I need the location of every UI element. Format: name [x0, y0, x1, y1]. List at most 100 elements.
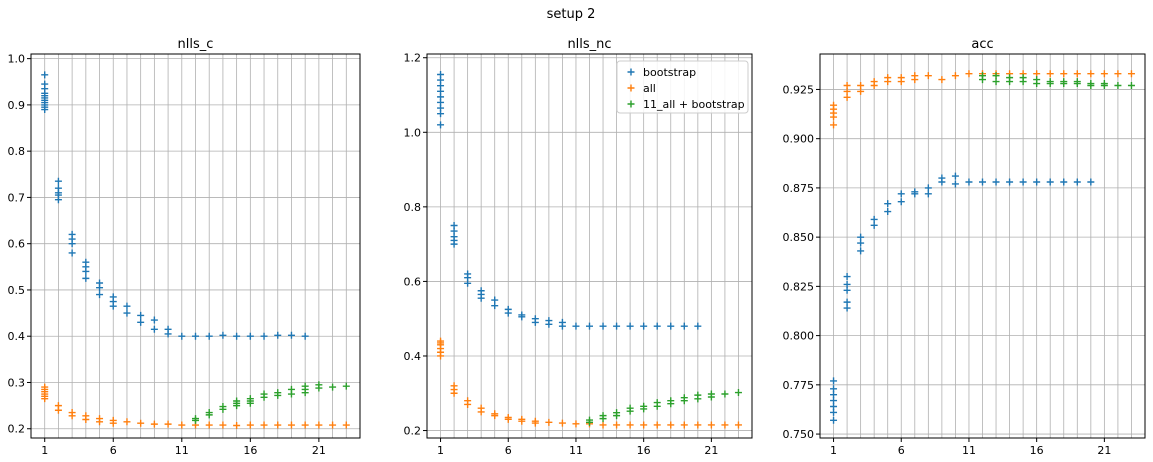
data-point — [857, 87, 865, 95]
data-point — [192, 416, 199, 424]
series-11-all-bootstrap — [586, 389, 742, 426]
data-point — [464, 400, 472, 408]
data-point — [599, 421, 607, 429]
data-point — [150, 316, 158, 324]
data-point — [830, 402, 838, 410]
panel-acc: 1 6 11 16 210.7500.7750.8000.8250.8500.8750.… — [783, 37, 1146, 457]
series-bootstrap — [437, 71, 702, 330]
data-point — [992, 178, 1000, 186]
panel-nlls_c: 1 6 11 16 210.20.30.40.50.60.70.80.91.0nlls_… — [8, 37, 361, 457]
data-point — [965, 70, 973, 78]
data-point — [219, 331, 227, 339]
data-point — [205, 421, 213, 429]
data-point — [545, 418, 553, 426]
data-point — [830, 416, 838, 424]
data-point — [884, 208, 892, 216]
x-tick-label: 11 — [569, 444, 583, 457]
data-point — [545, 320, 553, 328]
data-point — [626, 407, 634, 415]
panel-title: nlls_c — [178, 37, 214, 52]
data-point — [911, 190, 919, 198]
data-point — [884, 200, 892, 208]
data-point — [96, 291, 104, 299]
data-point — [843, 298, 851, 306]
data-point — [1019, 78, 1027, 86]
data-point — [558, 322, 566, 330]
data-point — [1060, 178, 1068, 186]
data-point — [951, 72, 959, 80]
data-point — [613, 421, 621, 429]
legend-marker — [627, 84, 635, 92]
data-point — [82, 274, 90, 282]
data-point — [315, 421, 323, 429]
data-point — [897, 190, 905, 198]
x-tick-label: 11 — [175, 444, 189, 457]
data-point — [830, 377, 838, 385]
data-point — [41, 106, 49, 114]
data-point — [219, 421, 227, 429]
x-tick-label: 21 — [704, 444, 718, 457]
y-tick-label: 0.9 — [8, 99, 26, 112]
data-point — [477, 294, 485, 302]
x-tick-label: 6 — [110, 444, 117, 457]
data-point — [951, 180, 959, 188]
data-point — [870, 215, 878, 223]
data-point — [477, 408, 485, 416]
data-point — [164, 330, 172, 338]
data-point — [54, 177, 62, 185]
series-11-all-bootstrap — [192, 381, 350, 424]
data-point — [1087, 82, 1095, 90]
data-point — [924, 190, 932, 198]
data-point — [694, 395, 702, 403]
panel-title: nlls_nc — [567, 37, 611, 52]
data-point — [830, 397, 838, 405]
data-point — [830, 408, 838, 416]
data-point — [897, 198, 905, 206]
data-point — [680, 322, 688, 330]
data-point — [830, 113, 838, 121]
data-point — [1019, 178, 1027, 186]
x-tick-label: 1 — [437, 444, 444, 457]
data-point — [137, 419, 145, 427]
data-point — [518, 313, 526, 321]
data-point — [1100, 82, 1108, 90]
y-tick-label: 0.4 — [404, 350, 422, 363]
data-point — [870, 221, 878, 229]
data-point — [857, 247, 865, 255]
data-point — [301, 389, 309, 397]
x-tick-label: 21 — [312, 444, 326, 457]
data-point — [437, 121, 445, 129]
data-point — [613, 412, 621, 420]
data-point — [870, 82, 878, 90]
series-bootstrap — [830, 172, 1095, 424]
data-point — [640, 405, 648, 413]
data-point — [137, 318, 145, 326]
y-tick-label: 0.7 — [8, 191, 26, 204]
x-tick-label: 1 — [830, 444, 837, 457]
data-point — [437, 110, 445, 118]
data-point — [653, 421, 661, 429]
data-point — [992, 78, 1000, 86]
y-tick-label: 1.0 — [8, 53, 26, 66]
data-point — [830, 391, 838, 399]
data-point — [1073, 178, 1081, 186]
data-point — [830, 121, 838, 129]
data-point — [1100, 70, 1108, 78]
data-point — [843, 93, 851, 101]
data-point — [233, 422, 241, 430]
data-point — [233, 332, 241, 340]
data-point — [342, 421, 350, 429]
y-tick-label: 0.850 — [783, 231, 815, 244]
data-point — [178, 332, 186, 340]
y-tick-label: 0.8 — [404, 201, 422, 214]
data-point — [1046, 70, 1054, 78]
data-point — [640, 322, 648, 330]
data-point — [137, 311, 145, 319]
data-point — [843, 286, 851, 294]
x-tick-label: 16 — [1030, 444, 1044, 457]
data-point — [897, 78, 905, 86]
data-point — [123, 302, 131, 310]
x-tick-label: 6 — [505, 444, 512, 457]
legend-label: bootstrap — [643, 66, 696, 79]
data-point — [924, 72, 932, 80]
